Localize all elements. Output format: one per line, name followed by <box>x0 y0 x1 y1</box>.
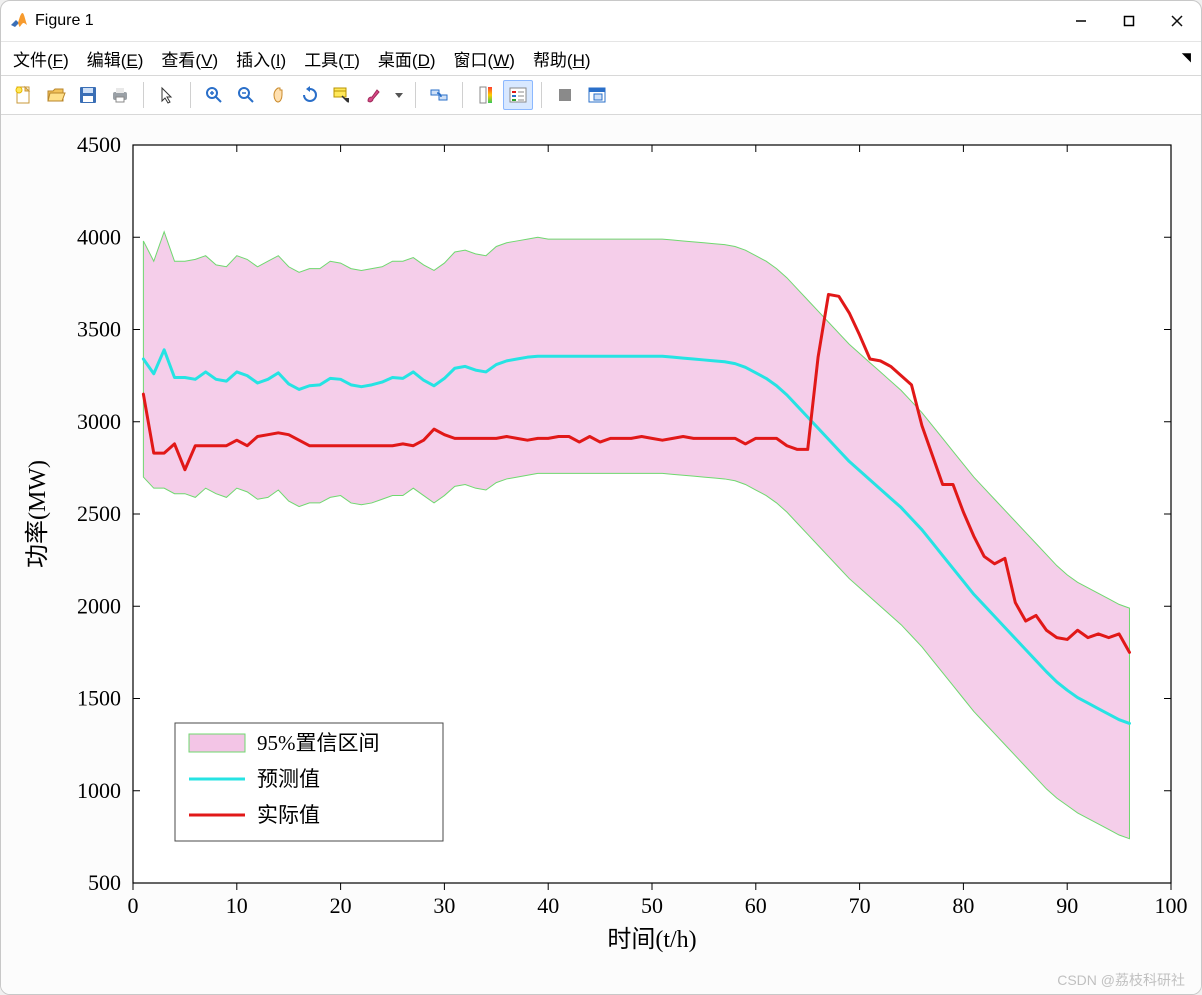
menu-view[interactable]: 查看(V) <box>161 46 218 71</box>
svg-text:10: 10 <box>226 893 248 918</box>
data-cursor-icon[interactable] <box>327 80 357 110</box>
titlebar[interactable]: Figure 1 <box>1 1 1201 42</box>
brush-icon[interactable] <box>359 80 389 110</box>
svg-text:60: 60 <box>745 893 767 918</box>
maximize-button[interactable] <box>1105 1 1153 41</box>
colorbar-icon[interactable] <box>471 80 501 110</box>
chart-svg: 0 10 20 30 40 50 60 70 80 90 100 500 1000 1500 2000 250… <box>1 115 1202 994</box>
stop-icon[interactable] <box>550 80 580 110</box>
svg-text:1500: 1500 <box>77 686 121 711</box>
menu-tools[interactable]: 工具(T) <box>304 46 360 71</box>
svg-text:70: 70 <box>849 893 871 918</box>
svg-text:95%置信区间: 95%置信区间 <box>257 731 380 755</box>
svg-text:2500: 2500 <box>77 501 121 526</box>
svg-text:90: 90 <box>1056 893 1078 918</box>
svg-text:时间(t/h): 时间(t/h) <box>607 926 696 953</box>
svg-text:0: 0 <box>128 893 139 918</box>
svg-text:80: 80 <box>952 893 974 918</box>
toolbar <box>1 76 1201 115</box>
menu-desktop[interactable]: 桌面(D) <box>378 46 436 71</box>
dropdown-icon[interactable] <box>391 80 407 110</box>
window-title: Figure 1 <box>35 12 94 30</box>
zoom-out-icon[interactable] <box>231 80 261 110</box>
menu-edit[interactable]: 编辑(E) <box>87 46 144 71</box>
menu-insert[interactable]: 插入(I) <box>236 46 286 71</box>
svg-text:50: 50 <box>641 893 663 918</box>
new-icon[interactable] <box>9 80 39 110</box>
save-icon[interactable] <box>73 80 103 110</box>
svg-text:500: 500 <box>88 870 121 895</box>
zoom-in-icon[interactable] <box>199 80 229 110</box>
svg-text:100: 100 <box>1155 893 1188 918</box>
chart-area[interactable]: 0 10 20 30 40 50 60 70 80 90 100 500 1000 1500 2000 250… <box>1 115 1201 994</box>
matlab-icon <box>9 11 29 31</box>
svg-text:预测值: 预测值 <box>257 767 320 791</box>
link-icon[interactable] <box>424 80 454 110</box>
watermark: CSDN @荔枝科研社 <box>1057 970 1185 990</box>
svg-text:功率(MW): 功率(MW) <box>24 460 51 568</box>
dock-icon[interactable] <box>582 80 612 110</box>
figure-window: Figure 1 文件(F) 编辑(E) 查看(V) 插入(I) 工具(T) 桌… <box>0 0 1202 995</box>
svg-text:4500: 4500 <box>77 132 121 157</box>
svg-text:2000: 2000 <box>77 593 121 618</box>
menu-overflow-icon[interactable]: ◥ <box>1182 50 1191 64</box>
svg-text:40: 40 <box>537 893 559 918</box>
menubar: 文件(F) 编辑(E) 查看(V) 插入(I) 工具(T) 桌面(D) 窗口(W… <box>1 42 1201 75</box>
menu-help[interactable]: 帮助(H) <box>533 46 591 71</box>
svg-text:4000: 4000 <box>77 224 121 249</box>
minimize-button[interactable] <box>1057 1 1105 41</box>
close-button[interactable] <box>1153 1 1201 41</box>
svg-text:30: 30 <box>433 893 455 918</box>
svg-text:3500: 3500 <box>77 317 121 342</box>
print-icon[interactable] <box>105 80 135 110</box>
pointer-icon[interactable] <box>152 80 182 110</box>
pan-icon[interactable] <box>263 80 293 110</box>
menu-window[interactable]: 窗口(W) <box>454 46 515 71</box>
legend-icon[interactable] <box>503 80 533 110</box>
rotate-icon[interactable] <box>295 80 325 110</box>
open-icon[interactable] <box>41 80 71 110</box>
menu-file[interactable]: 文件(F) <box>13 46 69 71</box>
svg-text:3000: 3000 <box>77 409 121 434</box>
svg-text:实际值: 实际值 <box>257 803 320 827</box>
svg-text:20: 20 <box>330 893 352 918</box>
svg-text:1000: 1000 <box>77 778 121 803</box>
